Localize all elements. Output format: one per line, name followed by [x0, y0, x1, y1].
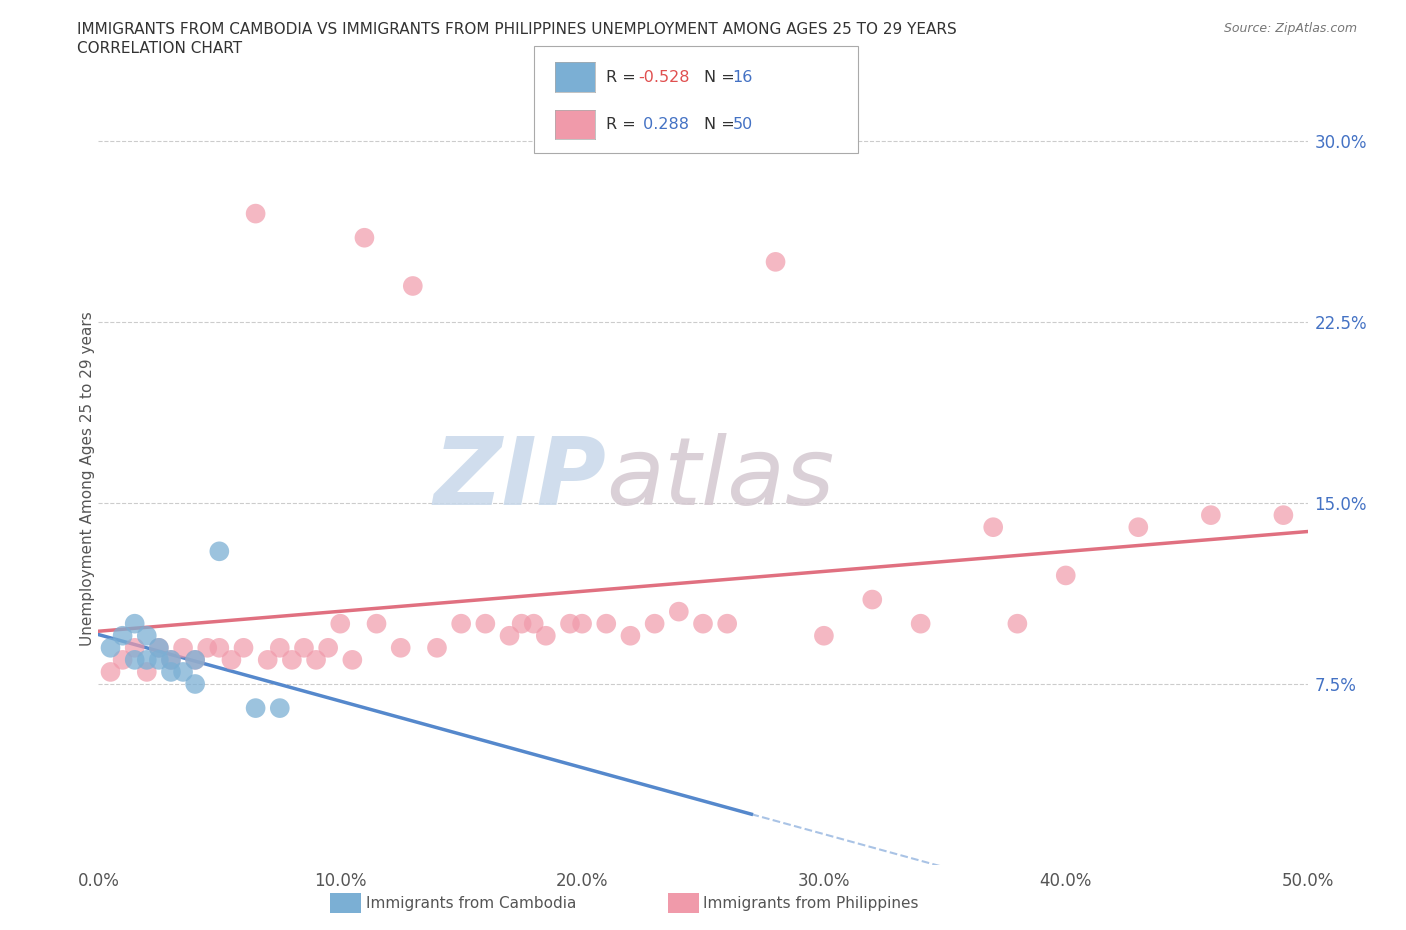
- Point: [558, 617, 581, 631]
- Text: N =: N =: [704, 117, 741, 132]
- Point: [111, 653, 134, 668]
- Point: [245, 206, 267, 221]
- Point: [184, 653, 207, 668]
- Point: [1007, 617, 1029, 631]
- Point: [571, 617, 593, 631]
- Point: [534, 629, 557, 644]
- Point: [269, 641, 291, 656]
- Point: [1199, 508, 1222, 523]
- Text: ZIP: ZIP: [433, 433, 606, 525]
- Point: [124, 617, 146, 631]
- Text: atlas: atlas: [606, 433, 835, 525]
- Point: [160, 653, 183, 668]
- Point: [1272, 508, 1295, 523]
- Point: [316, 641, 339, 656]
- Point: [195, 641, 218, 656]
- Point: [135, 664, 157, 679]
- Text: N =: N =: [704, 70, 741, 85]
- Point: [595, 617, 617, 631]
- Point: [172, 664, 194, 679]
- Text: 50: 50: [733, 117, 752, 132]
- Y-axis label: Unemployment Among Ages 25 to 29 years: Unemployment Among Ages 25 to 29 years: [80, 312, 94, 646]
- Point: [208, 544, 231, 559]
- Point: [208, 641, 231, 656]
- Point: [269, 700, 291, 715]
- Point: [124, 653, 146, 668]
- Text: -0.528: -0.528: [638, 70, 690, 85]
- Point: [232, 641, 254, 656]
- Point: [981, 520, 1004, 535]
- Point: [426, 641, 449, 656]
- Point: [813, 629, 835, 644]
- Text: Immigrants from Philippines: Immigrants from Philippines: [703, 896, 918, 910]
- Point: [523, 617, 546, 631]
- Point: [160, 664, 183, 679]
- Point: [292, 641, 315, 656]
- Point: [245, 700, 267, 715]
- Text: Immigrants from Cambodia: Immigrants from Cambodia: [366, 896, 576, 910]
- Point: [353, 231, 375, 246]
- Point: [498, 629, 520, 644]
- Text: Source: ZipAtlas.com: Source: ZipAtlas.com: [1223, 22, 1357, 35]
- Point: [402, 279, 425, 294]
- Point: [111, 629, 134, 644]
- Text: 0.288: 0.288: [638, 117, 689, 132]
- Point: [692, 617, 714, 631]
- Point: [450, 617, 472, 631]
- Point: [184, 653, 207, 668]
- Point: [100, 664, 122, 679]
- Point: [389, 641, 412, 656]
- Point: [124, 641, 146, 656]
- Text: CORRELATION CHART: CORRELATION CHART: [77, 41, 242, 56]
- Text: R =: R =: [606, 117, 641, 132]
- Point: [644, 617, 666, 631]
- Point: [860, 592, 883, 607]
- Point: [619, 629, 641, 644]
- Point: [305, 653, 328, 668]
- Point: [281, 653, 304, 668]
- Point: [329, 617, 352, 631]
- Point: [184, 676, 207, 691]
- Point: [366, 617, 388, 631]
- Text: 16: 16: [733, 70, 752, 85]
- Point: [148, 641, 170, 656]
- Point: [668, 604, 690, 619]
- Point: [474, 617, 496, 631]
- Point: [910, 617, 932, 631]
- Point: [100, 641, 122, 656]
- Point: [172, 641, 194, 656]
- Point: [221, 653, 243, 668]
- Point: [716, 617, 738, 631]
- Point: [765, 255, 787, 270]
- Point: [510, 617, 533, 631]
- Point: [1054, 568, 1077, 583]
- Point: [148, 641, 170, 656]
- Point: [256, 653, 278, 668]
- Point: [148, 653, 170, 668]
- Text: IMMIGRANTS FROM CAMBODIA VS IMMIGRANTS FROM PHILIPPINES UNEMPLOYMENT AMONG AGES : IMMIGRANTS FROM CAMBODIA VS IMMIGRANTS F…: [77, 22, 957, 37]
- Point: [160, 653, 183, 668]
- Text: R =: R =: [606, 70, 641, 85]
- Point: [1128, 520, 1150, 535]
- Point: [135, 653, 157, 668]
- Point: [342, 653, 364, 668]
- Point: [135, 629, 157, 644]
